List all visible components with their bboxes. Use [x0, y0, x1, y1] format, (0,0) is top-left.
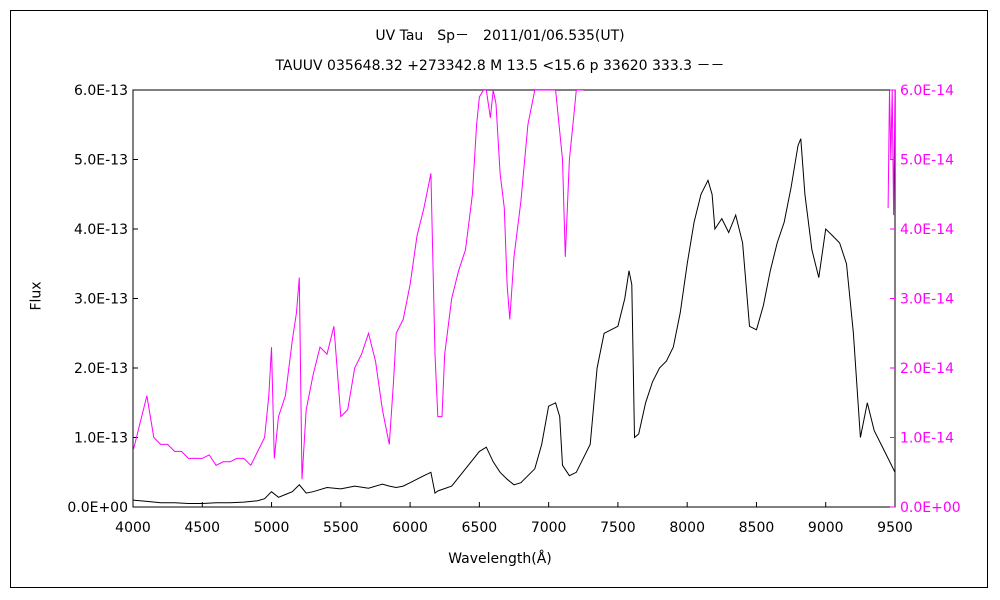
- black-spectrum-line: [133, 138, 895, 504]
- x-tick-label: 8000: [669, 520, 705, 536]
- x-tick-label: 9000: [808, 520, 844, 536]
- y-left-tick-label: 5.0E-13: [74, 153, 128, 169]
- y-left-tick-label: 1.0E-13: [74, 431, 128, 447]
- x-tick-label: 4000: [115, 520, 151, 536]
- y-left-tick-label: 4.0E-13: [74, 222, 128, 238]
- x-tick-label: 5500: [323, 520, 359, 536]
- x-tick-label: 8500: [739, 520, 775, 536]
- y-left-tick-label: 0.0E+00: [67, 500, 128, 516]
- chart-title: UV Tau Sp－ 2011/01/06.535(UT): [375, 28, 625, 44]
- y-left-tick-label: 6.0E-13: [74, 83, 128, 99]
- x-tick-label: 4500: [184, 520, 220, 536]
- y-right-tick-label: 3.0E-14: [900, 292, 954, 308]
- y-right-tick-label: 5.0E-14: [900, 153, 954, 169]
- x-tick-label: 9500: [877, 520, 913, 536]
- x-tick-label: 7000: [531, 520, 567, 536]
- y-right-tick-label: 6.0E-14: [900, 83, 954, 99]
- y-right-tick-label: 1.0E-14: [900, 431, 954, 447]
- y-right-tick-label: 2.0E-14: [900, 361, 954, 377]
- y-right-tick-label: 0.0E+00: [900, 500, 961, 516]
- x-tick-label: 5000: [254, 520, 290, 536]
- x-tick-label: 6500: [462, 520, 498, 536]
- x-tick-label: 6000: [392, 520, 428, 536]
- y-right-tick-label: 4.0E-14: [900, 222, 954, 238]
- chart-subtitle: TAUUV 035648.32 +273342.8 M 13.5 <15.6 p…: [275, 58, 725, 74]
- magenta-spectrum-line: [887, 90, 895, 216]
- y-left-tick-label: 2.0E-13: [74, 361, 128, 377]
- plot-border: [132, 89, 896, 508]
- y-left-tick-label: 3.0E-13: [74, 292, 128, 308]
- magenta-spectrum-line: [133, 90, 584, 480]
- x-axis-label: Wavelength(Å): [448, 551, 552, 567]
- chart-frame: [10, 10, 988, 588]
- x-tick-label: 7500: [600, 520, 636, 536]
